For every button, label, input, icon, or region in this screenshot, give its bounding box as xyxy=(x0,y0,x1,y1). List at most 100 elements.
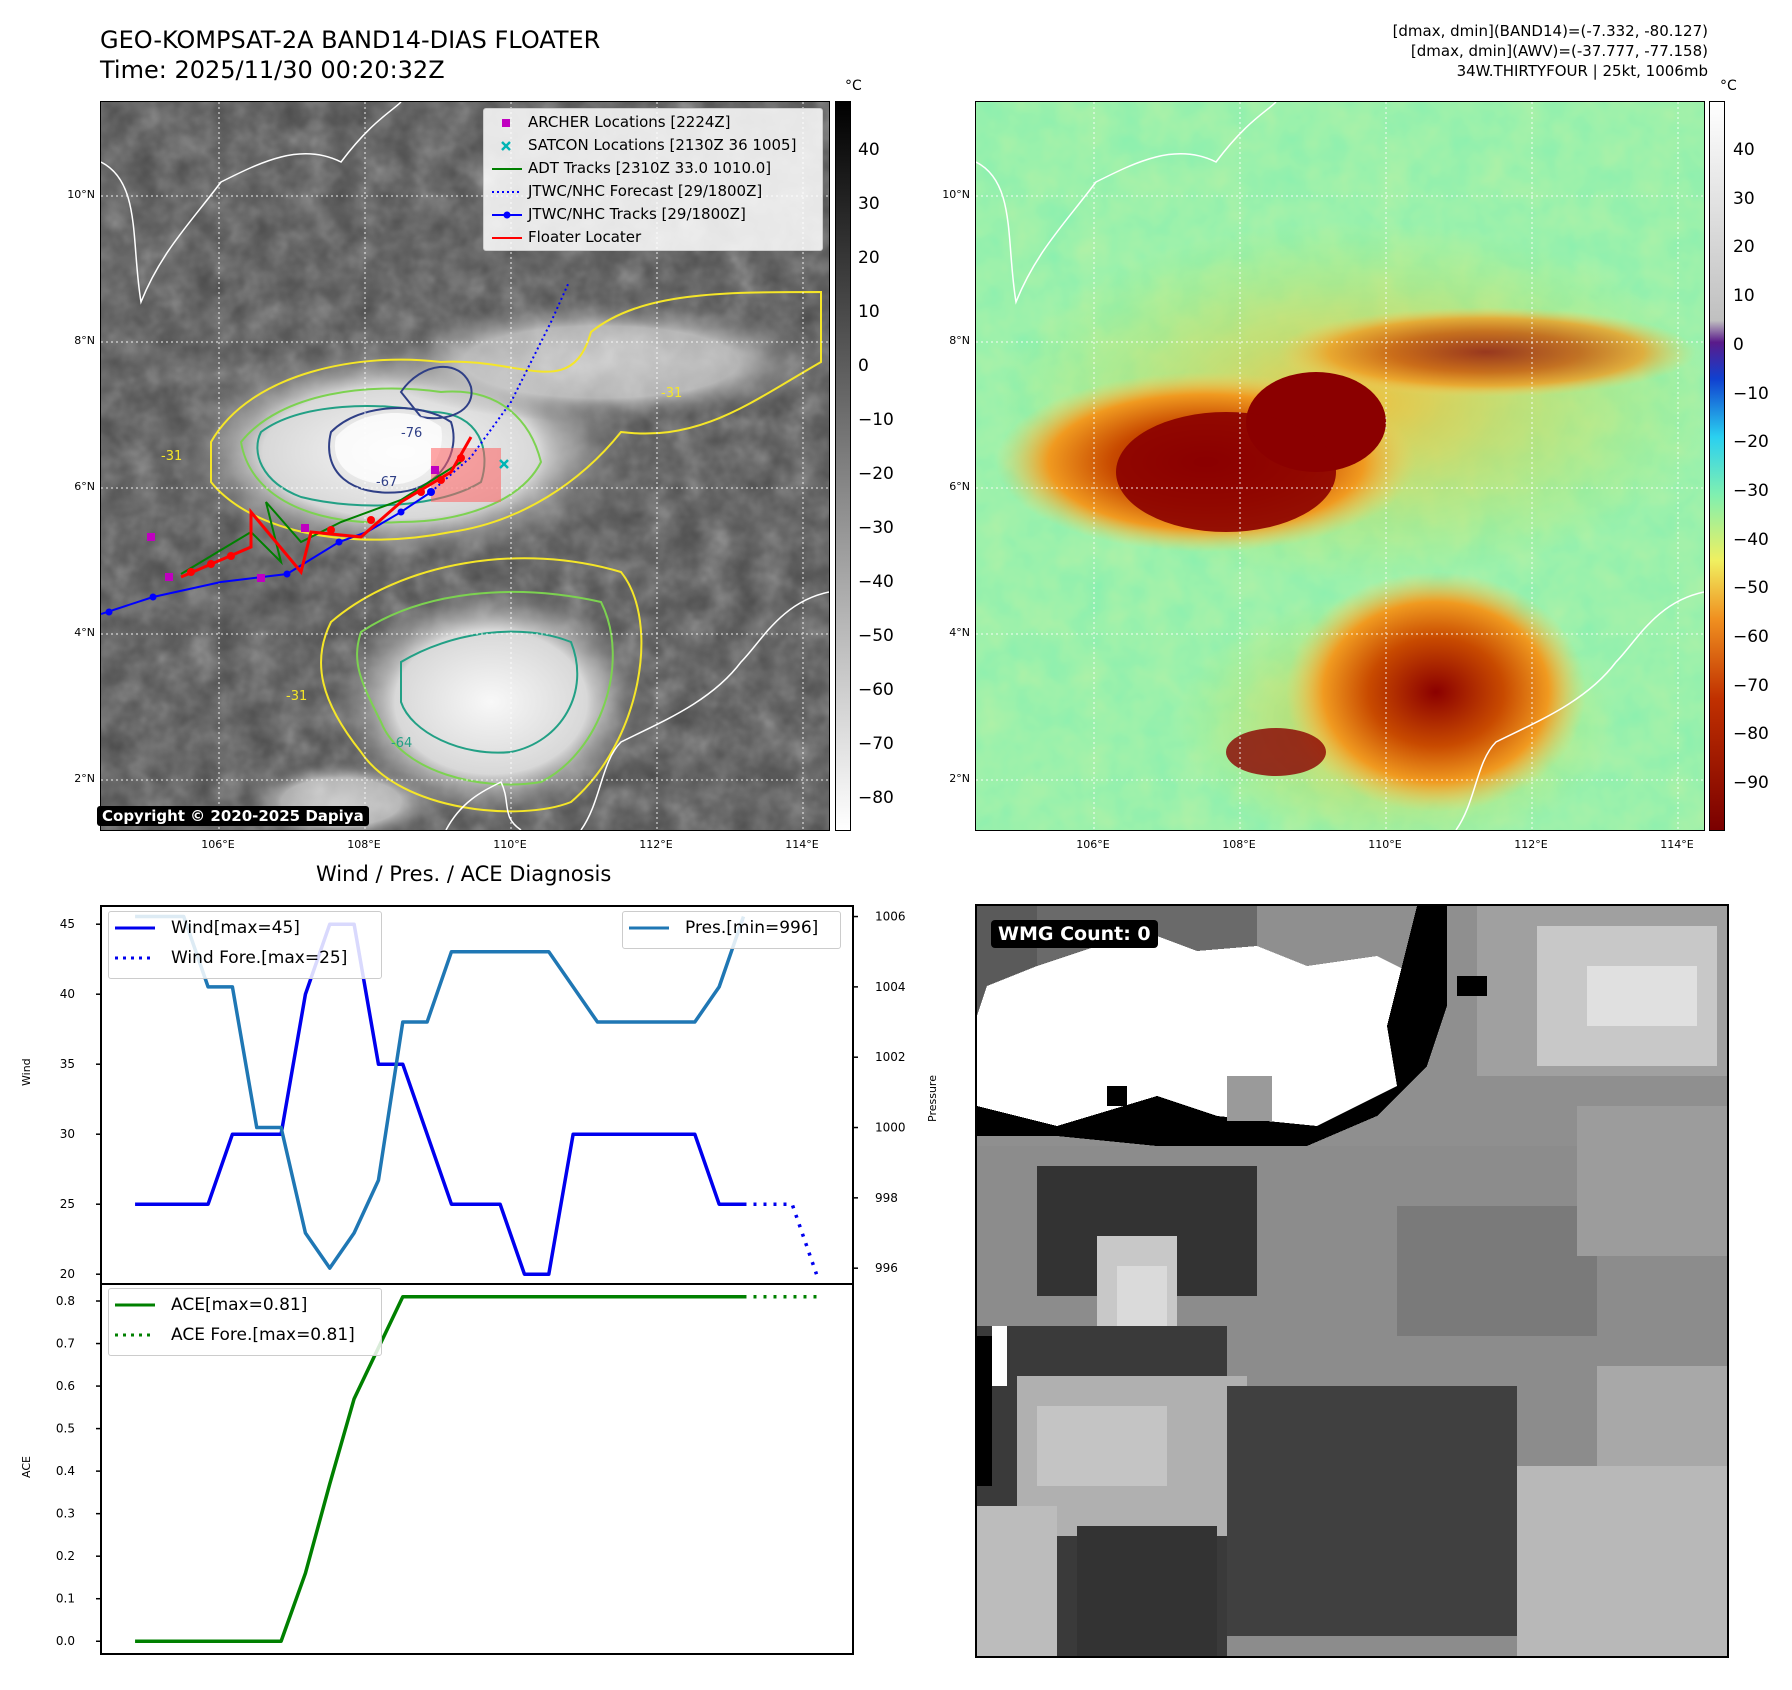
y-tick-label: 998 xyxy=(875,1191,898,1205)
y-tick-label: 1000 xyxy=(875,1121,906,1135)
y-tick-label: 40 xyxy=(60,987,75,1001)
contour-label: -31 xyxy=(661,386,682,401)
colorbar-tick-label: −60 xyxy=(1733,627,1769,647)
lat-tick-label: 10°N xyxy=(942,188,970,201)
pressure-legend: Pres.[min=996] xyxy=(622,911,841,949)
lon-tick-label: 110°E xyxy=(1368,838,1402,851)
y-tick-label: 45 xyxy=(60,917,75,931)
y-tick-label: 1004 xyxy=(875,980,906,994)
lon-tick-label: 108°E xyxy=(1222,838,1256,851)
coastline xyxy=(101,102,402,305)
right-colorbar-unit: °C xyxy=(1720,78,1737,94)
legend-pressure: Pres.[min=996] xyxy=(685,918,819,938)
colorbar-tick-label: 0 xyxy=(1733,334,1744,355)
jtwc-forecast xyxy=(430,281,570,493)
y-tick-label: 20 xyxy=(60,1267,75,1281)
legend-floater: Floater Locater xyxy=(528,228,642,246)
y-tick-label: 0.2 xyxy=(56,1549,75,1563)
y-tick-label: 996 xyxy=(875,1261,898,1275)
y-tick-label: 0.6 xyxy=(56,1379,75,1393)
awv-dry-core-south xyxy=(1286,572,1586,812)
pressure-axis-label: Pressure xyxy=(926,1075,939,1122)
lat-tick-label: 4°N xyxy=(74,626,95,639)
y-tick-label: 0.8 xyxy=(56,1294,75,1308)
lat-tick-label: 6°N xyxy=(74,480,95,493)
lon-tick-label: 114°E xyxy=(1660,838,1694,851)
chart-title: GEO-KOMPSAT-2A BAND14-DIAS FLOATER xyxy=(100,26,601,54)
colorbar-tick-label: 30 xyxy=(858,194,880,214)
colorbar-tick-label: −70 xyxy=(1733,675,1769,696)
y-tick-label: 0.5 xyxy=(56,1422,75,1436)
colorbar-tick-label: −50 xyxy=(858,626,894,646)
y-tick-label: 0.3 xyxy=(56,1507,75,1521)
colorbar-tick-label: −40 xyxy=(1733,529,1769,550)
lon-tick-label: 114°E xyxy=(785,838,819,851)
legend-adt: ADT Tracks [2310Z 33.0 1010.0] xyxy=(528,159,772,177)
lat-tick-label: 10°N xyxy=(67,188,95,201)
lat-tick-label: 2°N xyxy=(949,772,970,785)
lon-tick-label: 112°E xyxy=(639,838,673,851)
colorbar-tick-label: 20 xyxy=(858,248,880,268)
left-map-legend: ARCHER Locations [2224Z] SATCON Location… xyxy=(483,108,823,251)
ace-legend: ACE[max=0.81] ACE Fore.[max=0.81] xyxy=(108,1288,382,1356)
lon-tick-label: 112°E xyxy=(1514,838,1548,851)
colorbar-tick-label: −70 xyxy=(858,734,894,754)
lat-tick-label: 4°N xyxy=(949,626,970,639)
info-line-1: [dmax, dmin](BAND14)=(-7.332, -80.127) xyxy=(1392,22,1708,40)
colorbar-tick-label: 10 xyxy=(1733,286,1755,307)
floater-box xyxy=(431,448,501,502)
colorbar-tick-label: 10 xyxy=(858,302,880,322)
legend-wind-forecast: Wind Fore.[max=25] xyxy=(171,948,348,968)
diagnosis-title: Wind / Pres. / ACE Diagnosis xyxy=(316,862,612,886)
chart-time: Time: 2025/11/30 00:20:32Z xyxy=(100,56,445,84)
colorbar-tick-label: −60 xyxy=(858,680,894,700)
y-tick-label: 0.4 xyxy=(56,1464,75,1478)
map-gridlines xyxy=(976,102,1704,830)
y-tick-label: 0.1 xyxy=(56,1592,75,1606)
y-tick-label: 0.7 xyxy=(56,1337,75,1351)
contour-label: -64 xyxy=(391,736,412,751)
colorbar-tick-label: 0 xyxy=(858,356,869,376)
colorbar-tick-label: −10 xyxy=(858,410,894,430)
wmg-panel: WMG Count: 0 xyxy=(975,904,1729,1658)
series-line-0-1 xyxy=(743,1202,819,1275)
colorbar-tick-label: −50 xyxy=(1733,578,1769,599)
colorbar-tick-label: 30 xyxy=(1733,188,1755,209)
left-colorbar xyxy=(835,101,851,831)
left-map-panel: -31 -31 -31 -64 -67 -76 xyxy=(100,101,830,831)
right-map-panel xyxy=(975,101,1705,831)
lon-tick-label: 108°E xyxy=(347,838,381,851)
contour-label: -31 xyxy=(286,689,307,704)
lon-tick-label: 106°E xyxy=(1076,838,1110,851)
copyright-label: Copyright © 2020-2025 Dapiya xyxy=(97,806,369,826)
colorbar-tick-label: −80 xyxy=(1733,724,1769,745)
colorbar-tick-label: −40 xyxy=(858,572,894,592)
wmg-image xyxy=(977,906,1727,1656)
right-map-svg xyxy=(976,102,1704,830)
wind-axis-label: Wind xyxy=(20,1058,33,1086)
floater-locater-line xyxy=(180,436,473,579)
colorbar-tick-label: −90 xyxy=(1733,773,1769,794)
contour-label: -67 xyxy=(376,475,397,490)
y-tick-label: 0.0 xyxy=(56,1634,75,1648)
satcon-marker xyxy=(499,459,509,469)
colorbar-tick-label: −30 xyxy=(1733,480,1769,501)
colorbar-tick-label: −20 xyxy=(858,464,894,484)
y-tick-label: 35 xyxy=(60,1057,75,1071)
lat-tick-label: 8°N xyxy=(949,334,970,347)
legend-jtwc-forecast: JTWC/NHC Forecast [29/1800Z] xyxy=(528,182,763,200)
contour-31 xyxy=(210,290,822,541)
legend-jtwc-tracks: JTWC/NHC Tracks [29/1800Z] xyxy=(528,205,746,223)
info-line-2: [dmax, dmin](AWV)=(-37.777, -77.158) xyxy=(1410,42,1708,60)
lat-tick-label: 8°N xyxy=(74,334,95,347)
jtwc-track xyxy=(101,491,432,615)
lon-tick-label: 106°E xyxy=(201,838,235,851)
legend-satcon: SATCON Locations [2130Z 36 1005] xyxy=(528,136,797,154)
adt-track xyxy=(180,461,462,575)
colorbar-tick-label: 40 xyxy=(1733,140,1755,160)
lon-tick-label: 110°E xyxy=(493,838,527,851)
info-line-3: 34W.THIRTYFOUR | 25kt, 1006mb xyxy=(1456,62,1708,80)
ace-axis-label: ACE xyxy=(20,1456,33,1478)
y-tick-label: 25 xyxy=(60,1197,75,1211)
y-tick-label: 1002 xyxy=(875,1050,906,1064)
